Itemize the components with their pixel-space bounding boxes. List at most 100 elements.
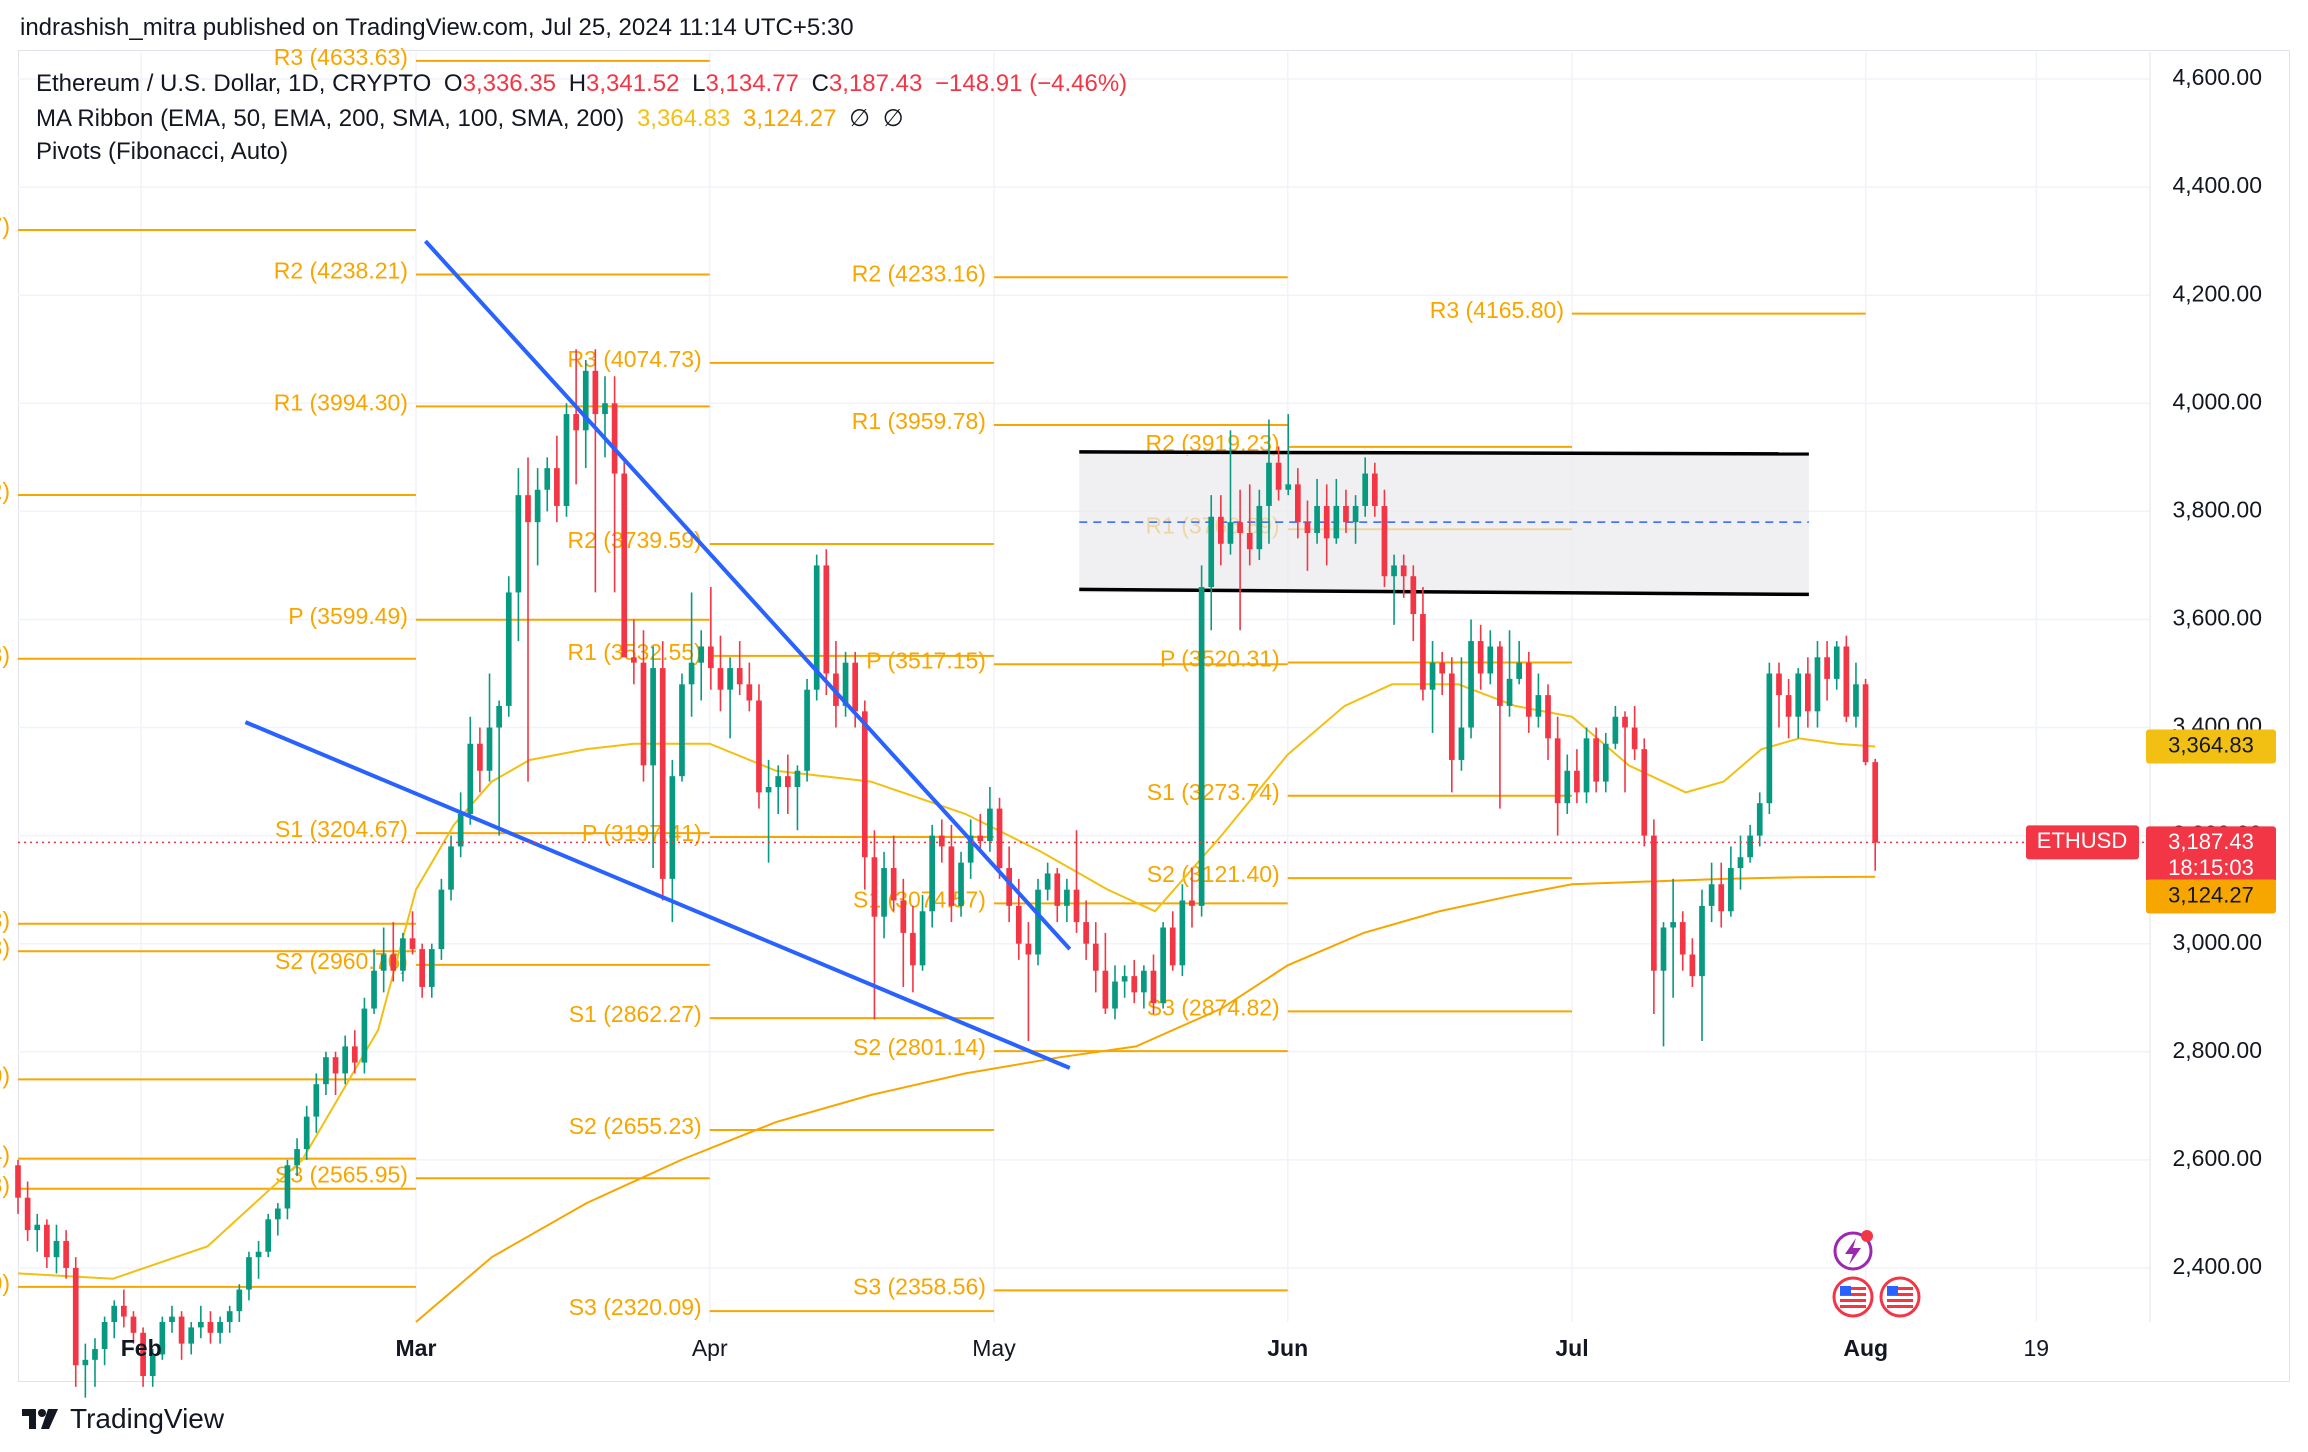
- candle: [1381, 489, 1388, 588]
- us-flag-stripe: [1840, 1287, 1866, 1290]
- ema200-tag-bg: [2146, 879, 2276, 914]
- candle: [1189, 868, 1195, 928]
- candle-body: [1092, 943, 1099, 971]
- candle: [1554, 716, 1561, 836]
- candle: [948, 824, 955, 923]
- time-tick-label: May: [972, 1335, 1016, 1361]
- price-tick-label: 2,800.00: [2172, 1037, 2262, 1063]
- chart-frame[interactable]: [18, 50, 2290, 1382]
- candle-body: [1439, 662, 1446, 674]
- candle: [967, 819, 974, 879]
- candle: [169, 1305, 175, 1333]
- ema50-tag-bg: [2146, 729, 2276, 764]
- candle: [1179, 884, 1186, 977]
- candle-body: [1112, 981, 1118, 1009]
- trendline: [423, 239, 1072, 951]
- candle-body: [746, 684, 753, 701]
- candle: [1333, 478, 1340, 544]
- us-flag-canton: [1887, 1286, 1898, 1295]
- candle: [1371, 462, 1378, 517]
- candle-body: [1333, 505, 1340, 539]
- candle-body: [140, 1332, 146, 1377]
- candle-body: [582, 370, 589, 431]
- candle: [246, 1251, 252, 1301]
- candle: [717, 635, 724, 712]
- candle: [1756, 792, 1763, 847]
- candle-body: [900, 900, 907, 933]
- ema50-line: [17, 683, 1876, 1280]
- candle-body: [1776, 673, 1782, 696]
- candle: [1323, 484, 1330, 566]
- candle: [361, 997, 368, 1074]
- candle-body: [284, 1165, 291, 1209]
- candle: [1833, 641, 1840, 690]
- candle: [1073, 830, 1080, 933]
- candle-body: [1660, 927, 1667, 971]
- low-value: 3,134.77: [705, 70, 799, 97]
- candle-body: [438, 889, 445, 950]
- candle-body: [1400, 565, 1407, 577]
- candle: [679, 673, 685, 782]
- candle-body: [890, 868, 897, 901]
- pivot-label: R3 (4320.57): [0, 213, 10, 239]
- candle: [390, 922, 397, 982]
- candle: [1670, 878, 1676, 998]
- candle-body: [688, 662, 695, 685]
- candle-body: [948, 846, 955, 906]
- change-value: −148.91 (−4.46%): [935, 70, 1128, 97]
- ema200-tag-text: 3,124.27: [2168, 882, 2254, 907]
- high-value: 3,341.52: [586, 70, 680, 97]
- candle: [1198, 565, 1205, 917]
- high-label: H: [568, 70, 587, 97]
- symbol-legend[interactable]: Ethereum / U.S. Dollar, 1D, CRYPTO O3,33…: [36, 70, 1133, 98]
- candle: [525, 457, 531, 782]
- candle: [1718, 862, 1725, 928]
- candle-body: [92, 1349, 98, 1360]
- candle-body: [1429, 662, 1436, 690]
- pivot-label: S2 (2655.23): [569, 1113, 702, 1139]
- candle-body: [1545, 695, 1551, 739]
- low-label: L: [692, 70, 706, 97]
- ema50-tag-text: 3,364.83: [2168, 732, 2254, 757]
- candle: [1150, 954, 1157, 1014]
- candle: [24, 1181, 31, 1241]
- candle-body: [409, 938, 416, 950]
- candle: [438, 878, 445, 960]
- pivot-label: S2 (2960.76): [275, 948, 408, 974]
- candle: [1218, 495, 1224, 566]
- pivot-levels: R3 (4320.57) R2 (3830.22) R1 (3527.28) P (3…: [0, 44, 1866, 1320]
- candle: [1256, 489, 1263, 560]
- candle-body: [1246, 532, 1253, 550]
- candle: [582, 360, 589, 469]
- candle: [996, 797, 1003, 879]
- tradingview-footer[interactable]: TradingView: [22, 1403, 224, 1435]
- us-flag-stripe: [1887, 1287, 1913, 1290]
- candle-body: [1343, 505, 1349, 523]
- ma-ribbon-legend[interactable]: MA Ribbon (EMA, 50, EMA, 200, SMA, 100, …: [36, 104, 910, 133]
- candle-body: [1728, 868, 1734, 912]
- candle-body: [1612, 716, 1619, 744]
- ma-value-3: ∅: [849, 105, 871, 132]
- candle: [428, 943, 435, 998]
- candle: [1622, 711, 1628, 793]
- pivot-label: (2748.90): [0, 1062, 10, 1088]
- candle-body: [1064, 889, 1070, 906]
- lightning-icon: [1833, 1230, 1873, 1271]
- candle-body: [727, 668, 733, 690]
- candle: [736, 641, 743, 696]
- candle-body: [1477, 641, 1484, 674]
- candle-body: [1487, 646, 1494, 674]
- candle-body: [72, 1267, 79, 1366]
- candle-body: [428, 949, 435, 987]
- candle: [323, 1051, 329, 1096]
- candle-body: [1718, 884, 1725, 912]
- candle: [1747, 824, 1753, 863]
- candle-body: [1458, 727, 1465, 760]
- ma-ribbon-name: MA Ribbon (EMA, 50, EMA, 200, SMA, 100, …: [36, 105, 625, 132]
- candle: [775, 765, 782, 814]
- candle: [1776, 662, 1782, 728]
- candle-body: [1602, 743, 1609, 782]
- candle: [804, 678, 810, 782]
- pivots-legend[interactable]: Pivots (Fibonacci, Auto): [36, 138, 294, 166]
